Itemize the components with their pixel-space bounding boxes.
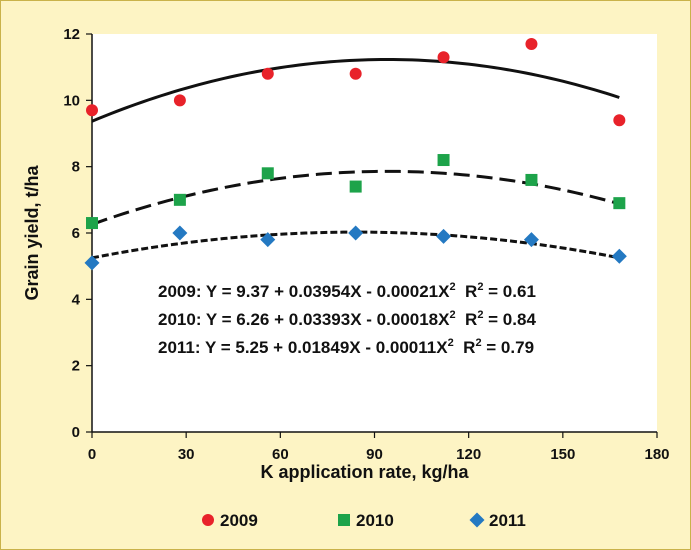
data-point-2009 (349, 67, 362, 80)
data-point-2009 (613, 114, 626, 127)
data-point-2010 (173, 193, 186, 206)
data-point-2011 (172, 225, 188, 241)
data-point-2010 (525, 173, 538, 186)
data-point-2009 (86, 104, 98, 117)
x-tick-label: 30 (178, 446, 195, 463)
data-point-2009 (525, 37, 538, 50)
data-point-2010 (613, 197, 626, 210)
y-tick-label: 10 (63, 92, 80, 109)
y-tick-label: 8 (72, 159, 80, 176)
x-tick-label: 180 (644, 446, 669, 463)
x-tick-label: 120 (456, 446, 481, 463)
data-point-2010 (261, 167, 274, 180)
y-tick-label: 0 (72, 424, 80, 441)
legend-label-2009: 2009 (220, 511, 258, 530)
y-tick-label: 6 (72, 225, 80, 242)
regression-equation-2011: 2011: Y = 5.25 + 0.01849X - 0.00011X2 R2… (158, 337, 534, 357)
fit-curve-2009 (91, 57, 620, 123)
data-point-2009 (261, 67, 274, 80)
x-tick-label: 90 (366, 446, 383, 463)
y-tick-label: 4 (72, 291, 81, 308)
y-axis-title: Grain yield, t/ha (22, 164, 42, 300)
regression-equation-2010: 2010: Y = 6.26 + 0.03393X - 0.00018X2 R2… (158, 309, 536, 329)
legend-label-2010: 2010 (356, 511, 394, 530)
data-point-2010 (349, 180, 362, 193)
data-point-2009 (173, 94, 186, 107)
data-point-2011 (84, 255, 100, 271)
data-point-2010 (86, 217, 98, 230)
data-point-2010 (437, 154, 450, 167)
data-point-2009 (437, 51, 450, 64)
legend-marker-2010 (338, 514, 350, 526)
x-axis-title: K application rate, kg/ha (260, 462, 469, 482)
regression-equation-2009: 2009: Y = 9.37 + 0.03954X - 0.00021X2 R2… (158, 281, 536, 301)
data-point-2011 (523, 232, 539, 248)
legend-marker-2009 (202, 514, 214, 526)
data-point-2011 (611, 248, 627, 264)
data-point-2011 (260, 232, 276, 248)
x-tick-label: 0 (88, 446, 96, 463)
x-tick-label: 150 (550, 446, 575, 463)
data-point-2011 (436, 228, 452, 244)
legend-marker-2011 (469, 512, 485, 528)
data-point-2011 (348, 225, 364, 241)
y-tick-label: 12 (63, 26, 80, 43)
y-tick-label: 2 (72, 358, 80, 375)
x-tick-label: 60 (272, 446, 289, 463)
legend-label-2011: 2011 (489, 511, 526, 530)
